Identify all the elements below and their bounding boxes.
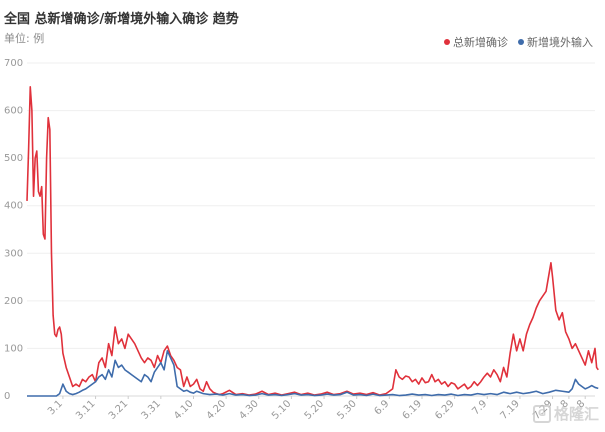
x-tick-label: 7.9	[470, 398, 489, 417]
x-tick-label: 5.10	[270, 398, 294, 422]
series-line-total	[26, 85, 599, 396]
x-tick-label: 3.21	[107, 398, 131, 422]
x-tick-label: 7.19	[499, 398, 523, 422]
series-line-imported	[27, 350, 599, 397]
watermark: G 格隆汇	[532, 403, 599, 424]
legend-item-total[interactable]: 总新增确诊	[444, 34, 508, 50]
x-tick-label: 3.11	[74, 398, 98, 422]
legend-dot-total	[444, 39, 450, 45]
x-tick-label: 6.9	[372, 398, 391, 417]
y-tick-label: 200	[4, 296, 23, 307]
legend-label-total: 总新增确诊	[453, 36, 508, 49]
watermark-logo-icon: G	[532, 404, 551, 423]
x-tick-label: 4.20	[205, 398, 229, 422]
y-tick-label: 700	[4, 58, 23, 69]
x-tick-label: 4.30	[237, 398, 261, 422]
y-tick-label: 0	[4, 391, 10, 402]
unit-label: 单位: 例	[4, 32, 45, 45]
legend-dot-imported	[518, 39, 524, 45]
y-tick-label: 400	[4, 201, 23, 212]
chart-title: 全国 总新增确诊/新增境外输入确诊 趋势	[4, 12, 239, 27]
y-tick-label: 100	[4, 343, 23, 354]
x-tick-label: 5.30	[335, 398, 359, 422]
watermark-text: 格隆汇	[553, 405, 599, 423]
y-tick-label: 600	[4, 106, 23, 117]
x-tick-label: 3.1	[46, 398, 65, 417]
x-tick-label: 6.29	[433, 398, 457, 422]
chart-legend[interactable]: 总新增确诊 新增境外输入	[444, 34, 593, 50]
x-tick-label: 4.10	[172, 398, 196, 422]
legend-label-imported: 新增境外输入	[527, 36, 593, 49]
x-tick-label: 3.31	[139, 398, 163, 422]
y-tick-label: 300	[4, 248, 23, 259]
y-tick-label: 500	[4, 153, 23, 164]
legend-item-imported[interactable]: 新增境外输入	[518, 34, 593, 50]
x-tick-label: 5.20	[303, 398, 327, 422]
x-tick-label: 6.19	[401, 398, 425, 422]
